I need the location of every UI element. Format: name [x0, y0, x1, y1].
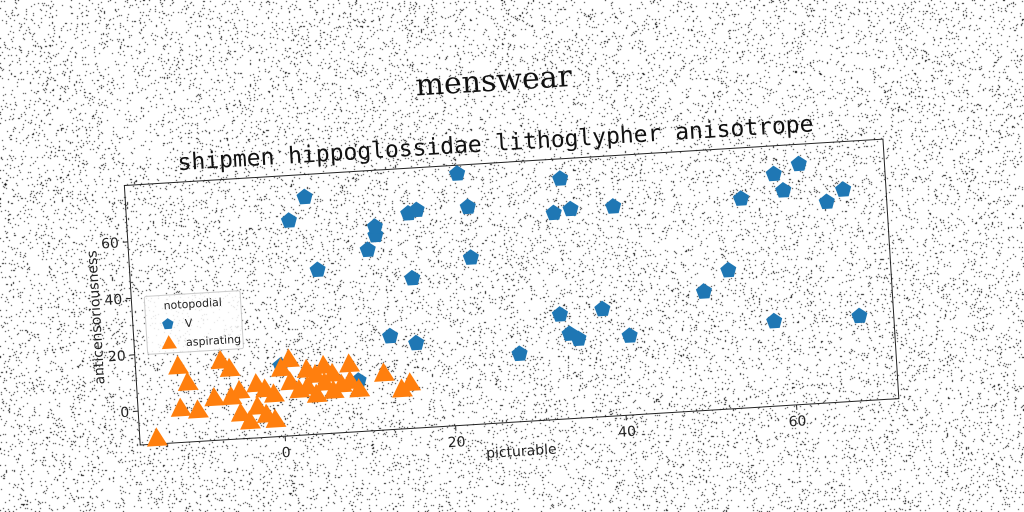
- legend-label-aspirating: aspirating: [186, 333, 242, 349]
- chart-title: menswear: [414, 59, 573, 104]
- point-aspirating: [400, 372, 422, 392]
- point-aspirating: [374, 362, 395, 382]
- point-aspirating: [279, 348, 300, 368]
- legend-label-v: V: [185, 317, 194, 330]
- point-v: [695, 283, 712, 299]
- point-v: [765, 165, 782, 182]
- point-aspirating: [240, 410, 261, 430]
- point-aspirating: [339, 353, 361, 373]
- point-v: [408, 201, 425, 218]
- point-v: [594, 300, 611, 317]
- point-v: [570, 330, 587, 347]
- point-v: [309, 261, 326, 278]
- point-aspirating: [188, 399, 209, 419]
- plot-marks: [146, 155, 868, 447]
- y-tick-label: 0: [120, 405, 130, 422]
- point-aspirating: [204, 387, 226, 407]
- point-aspirating: [229, 379, 251, 400]
- plot-frame: [123, 138, 900, 446]
- x-tick-label: 0: [281, 445, 291, 462]
- point-v: [605, 198, 622, 214]
- point-v: [621, 327, 638, 343]
- legend: notopodial V aspirating: [143, 290, 244, 355]
- x-axis-ticks: 0 20 40 60: [281, 404, 807, 461]
- point-aspirating: [170, 397, 192, 417]
- point-v: [404, 269, 421, 286]
- point-v: [766, 312, 783, 329]
- point-v: [552, 170, 569, 186]
- y-tick-label: 40: [104, 292, 123, 309]
- chart-subtitle: shipmen hippoglossidae lithoglypher anis…: [177, 111, 814, 176]
- y-axis-label: anticensoriousness: [84, 250, 108, 385]
- point-v: [459, 198, 476, 215]
- point-aspirating: [177, 371, 199, 392]
- x-tick-label: 60: [788, 413, 807, 430]
- point-v: [720, 261, 737, 278]
- y-axis-ticks: 0 20 40 60: [101, 235, 139, 422]
- point-v: [562, 200, 579, 217]
- point-v: [775, 182, 792, 198]
- legend-marker-v: [162, 318, 174, 330]
- y-tick-label: 20: [108, 348, 127, 365]
- x-axis-label: picturable: [486, 442, 557, 462]
- point-v: [551, 306, 568, 322]
- point-aspirating: [322, 362, 344, 383]
- point-aspirating: [306, 383, 328, 403]
- x-tick-label: 40: [618, 424, 637, 441]
- point-v: [359, 241, 376, 258]
- legend-title: notopodial: [163, 296, 222, 313]
- point-v: [366, 218, 383, 234]
- legend-marker-aspirating: [161, 335, 177, 350]
- point-v: [280, 212, 297, 228]
- point-v: [382, 327, 399, 344]
- x-tick-label: 20: [447, 434, 466, 451]
- point-aspirating: [265, 408, 287, 429]
- point-aspirating: [349, 378, 371, 398]
- point-v: [818, 193, 835, 210]
- point-aspirating: [219, 357, 241, 378]
- y-tick-label: 60: [101, 235, 120, 252]
- point-v: [790, 155, 807, 172]
- point-aspirating: [146, 427, 168, 447]
- point-v: [296, 188, 313, 205]
- point-v: [462, 249, 479, 265]
- point-v: [408, 334, 425, 351]
- point-v: [732, 190, 750, 206]
- point-v: [511, 345, 528, 362]
- point-v: [449, 165, 466, 181]
- point-v: [545, 204, 562, 221]
- point-aspirating: [168, 355, 190, 375]
- point-v: [835, 181, 852, 197]
- point-v: [851, 307, 868, 324]
- point-aspirating: [264, 383, 285, 403]
